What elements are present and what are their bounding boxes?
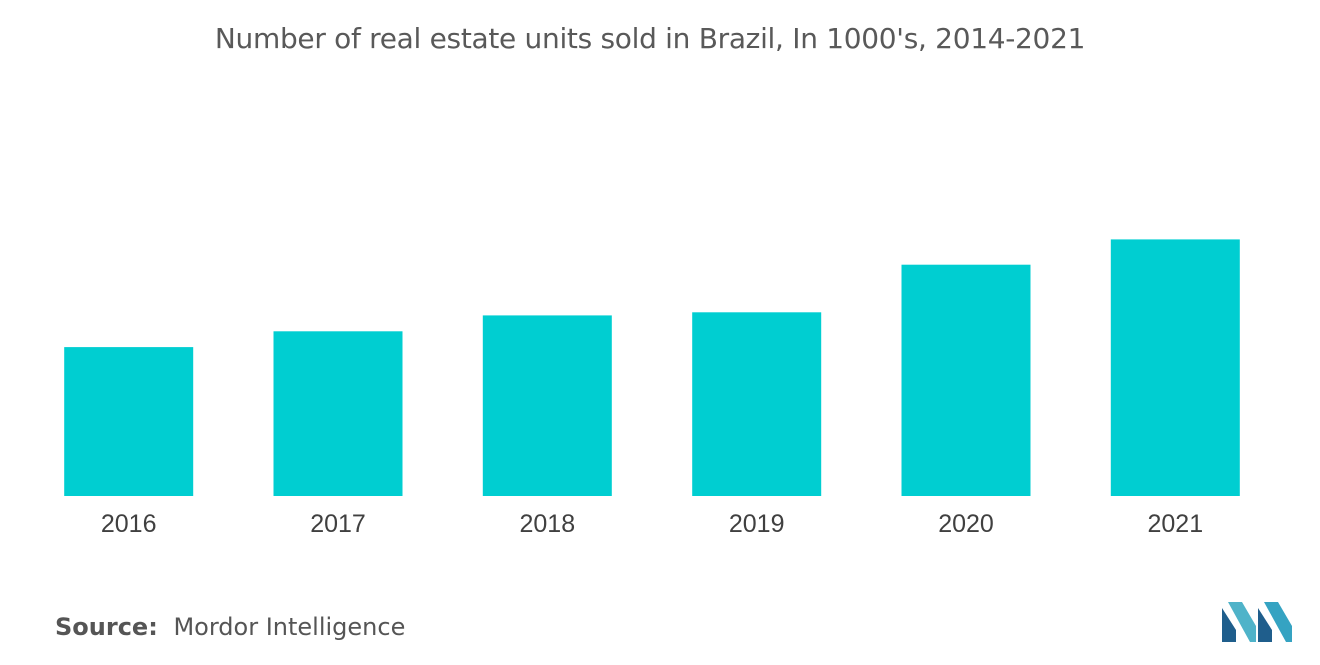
x-tick-label-2021: 2021 xyxy=(1147,510,1203,538)
source-label: Source: xyxy=(55,613,158,641)
bar-2020 xyxy=(901,264,1031,496)
bar-2017 xyxy=(273,331,403,496)
chart-title: Number of real estate units sold in Braz… xyxy=(214,22,1086,55)
x-tick-label-2018: 2018 xyxy=(519,510,575,538)
source-text: Mordor Intelligence xyxy=(173,613,406,641)
bar-2018 xyxy=(482,315,612,496)
x-tick-label-2016: 2016 xyxy=(101,510,157,538)
source-note: Source: Mordor Intelligence xyxy=(55,613,405,641)
bar-2019 xyxy=(692,312,822,496)
x-tick-label-2020: 2020 xyxy=(938,510,994,538)
bar-2016 xyxy=(64,347,194,496)
x-tick-label-2017: 2017 xyxy=(310,510,366,538)
bar-2021 xyxy=(1110,239,1240,496)
x-tick-label-2019: 2019 xyxy=(729,510,785,538)
mordor-intelligence-logo-icon xyxy=(1222,602,1292,642)
